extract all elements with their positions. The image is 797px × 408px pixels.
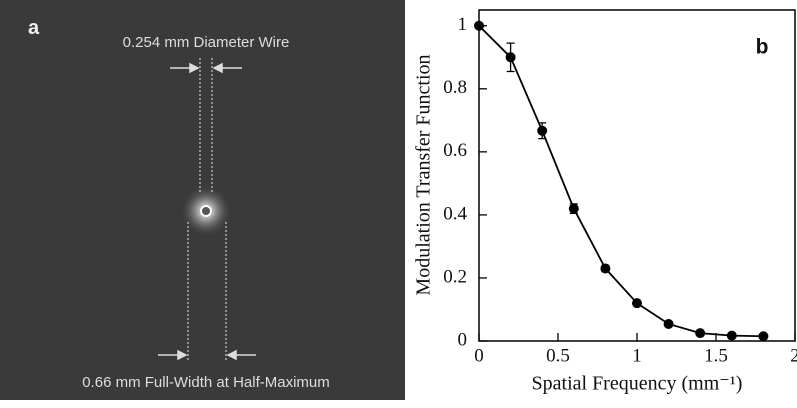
y-tick-label: 0.6	[443, 140, 467, 161]
chart: b Spatial Frequency (mm⁻¹) Modulation Tr…	[413, 10, 797, 395]
annotation: 0.66 mm Full-Width at Half-Maximum	[82, 374, 330, 391]
data-point	[474, 21, 484, 31]
y-axis-label: Modulation Transfer Function	[413, 54, 435, 295]
figure: a 0.254 mm Diameter Wire 0.66 mm Full-Wi…	[0, 0, 797, 408]
panel-label: b	[756, 36, 769, 59]
panel-label: a	[28, 17, 40, 39]
plot-frame	[479, 10, 795, 341]
y-tick-label: 0.8	[443, 77, 467, 98]
annotation: 0.254 mm Diameter Wire	[123, 34, 290, 51]
data-point	[695, 328, 705, 338]
data-point	[537, 126, 547, 136]
x-tick-label: 2	[790, 345, 797, 366]
page: a 0.254 mm Diameter Wire 0.66 mm Full-Wi…	[0, 0, 797, 408]
data-point	[569, 204, 579, 214]
data-point	[664, 319, 674, 329]
wire	[201, 206, 211, 216]
y-tick-label: 0.4	[443, 203, 467, 224]
x-tick-label: 1.5	[704, 345, 728, 366]
y-tick-label: 0	[458, 329, 468, 350]
y-tick-label: 1	[458, 14, 468, 35]
y-tick-label: 0.2	[443, 266, 467, 287]
line	[479, 26, 763, 337]
image-panel: a 0.254 mm Diameter Wire 0.66 mm Full-Wi…	[0, 0, 405, 400]
x-axis-label: Spatial Frequency (mm⁻¹)	[532, 373, 743, 395]
x-tick-label: 0.5	[546, 345, 570, 366]
x-tick-label: 1	[632, 345, 642, 366]
data-point	[758, 331, 768, 341]
data-point	[727, 331, 737, 341]
data-point	[632, 298, 642, 308]
x-tick-label: 0	[474, 345, 484, 366]
data-point	[506, 52, 516, 62]
data-point	[600, 263, 610, 273]
